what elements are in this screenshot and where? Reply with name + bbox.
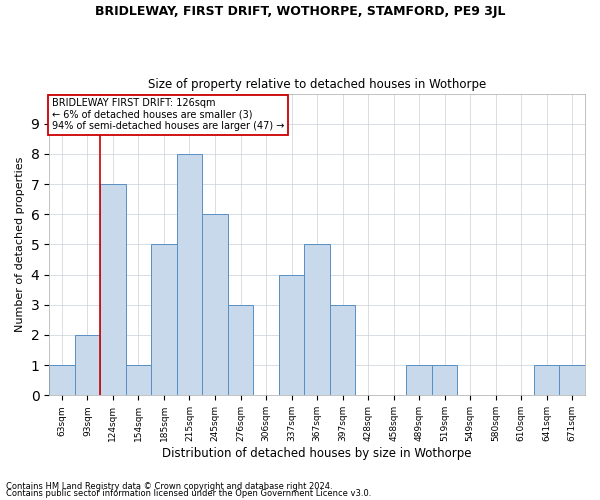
Bar (279, 274, 304, 396)
Bar (406, 365, 432, 396)
Y-axis label: Number of detached properties: Number of detached properties (15, 157, 25, 332)
Bar (304, 244, 330, 396)
Bar (432, 365, 457, 396)
Text: Contains public sector information licensed under the Open Government Licence v3: Contains public sector information licen… (6, 489, 371, 498)
Bar (202, 214, 228, 396)
Bar (559, 365, 585, 396)
Title: Size of property relative to detached houses in Wothorpe: Size of property relative to detached ho… (148, 78, 486, 91)
Text: BRIDLEWAY FIRST DRIFT: 126sqm
← 6% of detached houses are smaller (3)
94% of sem: BRIDLEWAY FIRST DRIFT: 126sqm ← 6% of de… (52, 98, 284, 132)
Bar (126, 365, 151, 396)
Bar (151, 244, 177, 396)
Bar (330, 305, 355, 396)
Bar (177, 154, 202, 396)
Text: Contains HM Land Registry data © Crown copyright and database right 2024.: Contains HM Land Registry data © Crown c… (6, 482, 332, 491)
Text: BRIDLEWAY, FIRST DRIFT, WOTHORPE, STAMFORD, PE9 3JL: BRIDLEWAY, FIRST DRIFT, WOTHORPE, STAMFO… (95, 5, 505, 18)
Bar (74, 335, 100, 396)
X-axis label: Distribution of detached houses by size in Wothorpe: Distribution of detached houses by size … (163, 447, 472, 460)
Bar (534, 365, 559, 396)
Bar (228, 305, 253, 396)
Bar (100, 184, 126, 396)
Bar (49, 365, 74, 396)
